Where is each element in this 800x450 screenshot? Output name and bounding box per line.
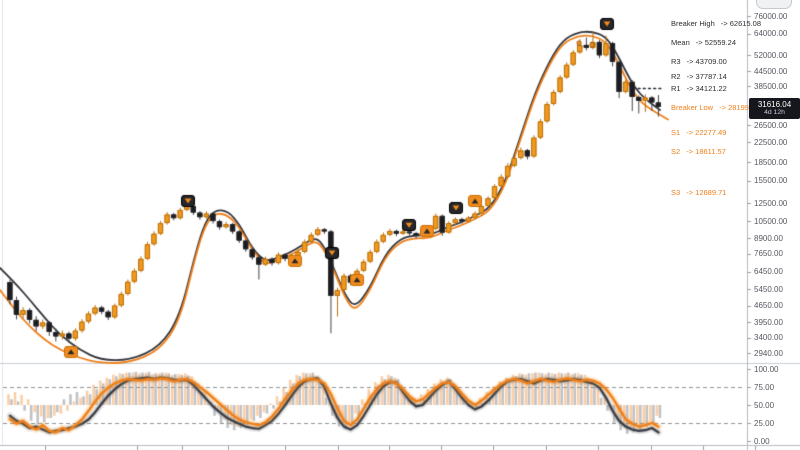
bar-countdown: 4d 12h [764, 109, 785, 117]
last-price: 31616.04 [757, 100, 792, 109]
countdown-price-label: 31616.04 4d 12h [749, 98, 800, 119]
axis-settings-pill[interactable] [756, 0, 792, 9]
